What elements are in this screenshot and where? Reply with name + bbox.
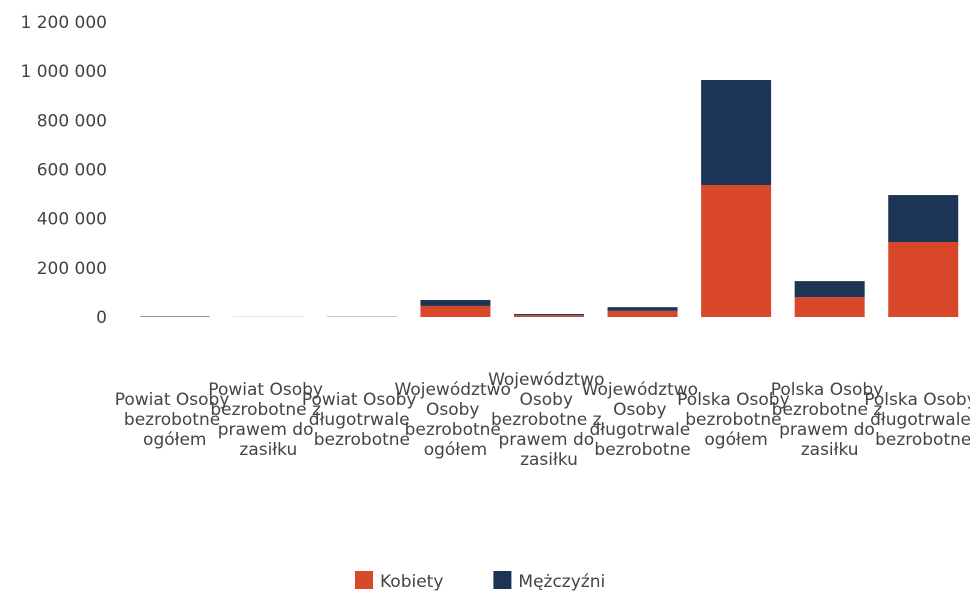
label-line: prawem do	[779, 420, 880, 440]
label-line: Województwo	[488, 370, 610, 390]
x-tick-label: Powiat Osoby bezrobotne ogółem	[115, 390, 235, 450]
label-line: bezrobotne z	[491, 410, 607, 430]
label-line: Osoby	[520, 390, 579, 410]
y-tick-label: 800 000	[37, 111, 107, 131]
label-line: prawem do	[498, 430, 599, 450]
label-line: ogółem	[424, 440, 487, 460]
label-line: bezrobotne	[314, 430, 410, 450]
x-tick-label: Województwo Osoby bezrobotne ogółem	[395, 380, 517, 460]
label-line: Polska Osoby	[864, 390, 970, 410]
label-line: Osoby	[426, 400, 485, 420]
label-line: ogółem	[143, 430, 206, 450]
label-line: długotrwale	[589, 420, 695, 440]
label-line: Powiat Osoby	[115, 390, 235, 410]
label-line: bezrobotne	[124, 410, 226, 430]
bar-segment	[607, 307, 678, 311]
legend-label: Kobiety	[380, 572, 443, 592]
label-line: bezrobotne	[685, 410, 787, 430]
bar-segment	[607, 310, 678, 317]
bar-segment	[794, 297, 865, 317]
label-line: Osoby	[613, 400, 672, 420]
label-line: Województwo	[582, 380, 704, 400]
label-line: zasiłku	[520, 450, 578, 470]
bar-segment	[888, 195, 959, 243]
bar-segment	[514, 314, 584, 316]
label-line: bezrobotne z	[772, 400, 888, 420]
x-tick-label: Województwo Osoby bezrobotne z prawem do…	[488, 370, 610, 470]
y-tick-label: 1 000 000	[20, 62, 107, 82]
y-tick-label: 400 000	[37, 210, 107, 230]
label-line: zasiłku	[239, 440, 297, 460]
bar-segment	[420, 305, 491, 317]
bar-segment	[420, 300, 491, 306]
label-line: Polska Osoby	[771, 380, 889, 400]
bar-segment	[794, 281, 865, 298]
bar-segment	[701, 184, 772, 317]
label-line: Powiat Osoby	[302, 390, 422, 410]
x-tick-label: Polska Osoby długotrwale bezrobotne	[864, 390, 970, 450]
label-line: Powiat Osoby	[208, 380, 328, 400]
bar-segment	[514, 315, 584, 317]
label-line: Województwo	[395, 380, 517, 400]
y-tick-label: 200 000	[37, 259, 107, 279]
label-line: bezrobotne	[594, 440, 690, 460]
label-line: ogółem	[704, 430, 767, 450]
label-line: prawem do	[218, 420, 319, 440]
legend-label: Mężczyźni	[518, 572, 605, 592]
label-line: bezrobotne	[875, 430, 970, 450]
y-tick-label: 600 000	[37, 161, 107, 181]
label-line: Polska Osoby	[677, 390, 795, 410]
bar-segment	[888, 242, 959, 317]
x-tick-label: Województwo Osoby długotrwale bezrobotne	[582, 380, 704, 460]
label-line: długotrwale	[309, 410, 415, 430]
x-tick-label: Powiat Osoby bezrobotne z prawem do zasi…	[208, 380, 328, 460]
legend-swatch	[355, 571, 373, 589]
legend-swatch	[493, 571, 512, 589]
label-line: bezrobotne z	[210, 400, 326, 420]
label-line: zasiłku	[801, 440, 859, 460]
y-tick-label: 0	[96, 308, 107, 328]
x-tick-label: Polska Osoby bezrobotne ogółem	[677, 390, 795, 450]
label-line: bezrobotne	[405, 420, 507, 440]
x-tick-label: Polska Osoby bezrobotne z prawem do zasi…	[771, 380, 889, 460]
label-line: długotrwale	[870, 410, 970, 430]
x-tick-label: Powiat Osoby długotrwale bezrobotne	[302, 390, 422, 450]
bar-segment	[701, 80, 772, 185]
y-tick-label: 1 200 000	[20, 13, 107, 33]
